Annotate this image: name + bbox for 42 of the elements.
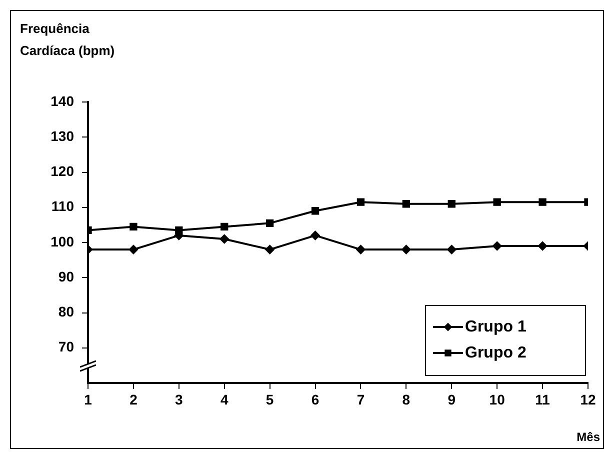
- point: [493, 198, 501, 206]
- x-tick-label: 6: [311, 391, 320, 408]
- point: [356, 198, 365, 206]
- x-tick-label: 9: [448, 391, 456, 408]
- y-tick-label: 130: [50, 128, 74, 144]
- point: [448, 200, 456, 208]
- point: [311, 207, 320, 215]
- x-tick-label: 2: [130, 391, 138, 408]
- legend-label: Grupo 2: [465, 344, 526, 362]
- x-axis-title: Mês: [576, 430, 600, 444]
- point: [538, 242, 548, 251]
- point: [402, 200, 410, 208]
- x-tick-label: 12: [580, 391, 596, 408]
- legend-label: Grupo 1: [465, 318, 526, 336]
- x-tick-label: 3: [175, 391, 184, 408]
- point: [356, 245, 366, 254]
- y-axis-title: Frequência Cardíaca (bpm): [20, 20, 116, 60]
- y-tick-label: 70: [58, 338, 74, 355]
- y-tick-label: 120: [50, 163, 74, 180]
- y-tick-label: 90: [58, 268, 74, 284]
- y-tick-label: 140: [50, 92, 74, 109]
- y-tick-label: 100: [50, 233, 74, 250]
- point: [128, 245, 138, 254]
- point: [220, 234, 229, 244]
- point: [538, 198, 546, 206]
- point: [447, 245, 456, 254]
- point: [266, 219, 274, 228]
- y-tick-label: 110: [51, 198, 74, 214]
- point: [265, 245, 274, 254]
- x-tick-label: 1: [84, 391, 92, 408]
- x-tick-label: 4: [220, 391, 228, 408]
- x-tick-label: 7: [356, 391, 365, 408]
- x-tick-label: 10: [489, 391, 506, 408]
- x-tick-label: 5: [266, 391, 274, 408]
- point: [402, 245, 411, 254]
- point: [220, 222, 228, 231]
- point: [130, 222, 138, 231]
- point: [310, 230, 320, 240]
- x-tick-label: 8: [402, 391, 410, 408]
- x-tick-label: 11: [535, 391, 550, 408]
- y-tick-label: 80: [58, 304, 74, 320]
- point: [492, 242, 502, 251]
